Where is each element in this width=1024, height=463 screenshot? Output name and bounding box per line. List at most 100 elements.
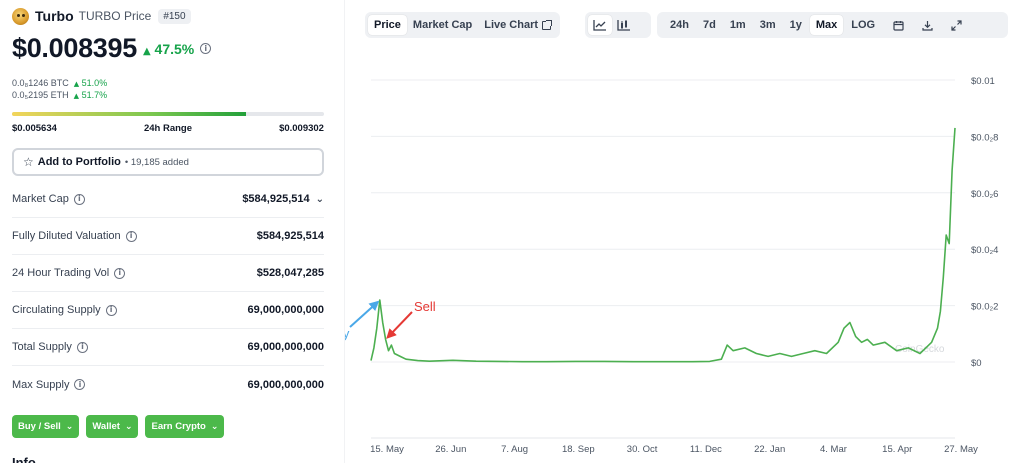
stat-label-text: Max Supply — [12, 378, 70, 391]
x-tick-label: 7. Aug — [501, 444, 528, 455]
price-line — [370, 127, 956, 363]
stats-table: Market Cap i $584,925,514 ⌄ Fully Diluted … — [12, 181, 324, 403]
stat-value: $528,047,285 — [256, 267, 324, 279]
stat-label: Fully Diluted Valuation i — [12, 230, 137, 242]
y-tick-label: $0.01 — [971, 76, 995, 87]
time-range-toolbar: 24h 7d 1m 3m 1y Max LOG — [657, 12, 1008, 38]
stat-value: $584,925,514 — [256, 230, 324, 242]
range-24h[interactable]: 24h — [670, 19, 689, 31]
earn-crypto-label: Earn Crypto — [151, 421, 206, 432]
y-tick-label: $0.0₂4 — [971, 245, 998, 256]
stat-label: 24 Hour Trading Vol i — [12, 267, 126, 279]
range-7d[interactable]: 7d — [702, 19, 716, 31]
caret-up-icon: ▲ — [73, 92, 80, 100]
24h-range-bar — [12, 112, 324, 116]
stat-label-text: 24 Hour Trading Vol — [12, 267, 110, 279]
info-heading: Info — [12, 455, 36, 463]
earn-crypto-button[interactable]: Earn Crypto ⌄ — [145, 415, 225, 438]
stat-row-total-supply: Total Supply i 69,000,000,000 — [12, 329, 324, 366]
candlestick-chart-button[interactable] — [612, 15, 636, 35]
chevron-down-icon: ⌄ — [124, 421, 133, 432]
add-to-portfolio-button[interactable]: ☆ Add to Portfolio • 19,185 added — [12, 148, 324, 176]
stat-value: 69,000,000,000 — [247, 304, 324, 316]
wallet-label: Wallet — [92, 421, 120, 432]
stat-value: 69,000,000,000 — [247, 341, 324, 353]
stat-label-text: Market Cap — [12, 193, 69, 205]
stat-value-text: $584,925,514 — [242, 193, 310, 205]
price-chart[interactable]: $0.01 $0.0₂8 $0.0₂6 $0.0₂4 $0.0₂2 $0 15. May 26… — [327, 60, 1024, 463]
range-max[interactable]: Max — [809, 15, 844, 35]
y-tick-label: $0.0₂2 — [971, 302, 998, 313]
wallet-button[interactable]: Wallet ⌄ — [86, 415, 139, 438]
chevron-down-icon[interactable]: ⌄ — [315, 193, 324, 205]
btc-change-value: 51.0% — [81, 78, 108, 88]
log-scale-toggle[interactable]: LOG — [851, 19, 876, 31]
download-icon — [922, 20, 933, 31]
x-tick-label: 18. Sep — [562, 444, 595, 455]
action-buttons: Buy / Sell ⌄ Wallet ⌄ Earn Crypto ⌄ — [12, 415, 225, 438]
external-link-icon — [542, 19, 553, 30]
info-icon[interactable]: i — [105, 304, 117, 316]
line-chart-icon — [593, 20, 606, 31]
calendar-button[interactable] — [887, 15, 910, 35]
info-icon[interactable]: i — [76, 341, 88, 353]
tab-live-chart[interactable]: Live Chart — [478, 15, 557, 35]
download-button[interactable] — [916, 15, 939, 35]
eth-price-row: 0.0₅2195 ETH ▲ 51.7% — [12, 90, 107, 100]
btc-price-row: 0.0₈1246 BTC ▲ 51.0% — [12, 78, 107, 88]
coin-symbol-label: TURBO Price — [78, 9, 152, 23]
x-tick-label: 22. Jan — [754, 444, 785, 455]
x-tick-label: 30. Oct — [627, 444, 658, 455]
chart-type-tabs: Price Market Cap Live Chart — [365, 12, 561, 38]
tab-price[interactable]: Price — [368, 15, 407, 35]
stat-value[interactable]: $584,925,514 ⌄ — [242, 193, 324, 205]
price-chart-svg[interactable]: $0.01 $0.0₂8 $0.0₂6 $0.0₂4 $0.0₂2 $0 15. May 26… — [327, 60, 1024, 463]
line-chart-button[interactable] — [588, 15, 612, 35]
tab-market-cap[interactable]: Market Cap — [412, 19, 473, 31]
current-price: $0.008395 — [12, 33, 137, 63]
stat-label: Circulating Supply i — [12, 304, 117, 316]
price-change-badge: ▲ 47.5% — [143, 41, 194, 57]
eth-change-value: 51.7% — [81, 90, 108, 100]
turbo-logo-icon — [12, 7, 29, 25]
info-icon[interactable]: i — [114, 267, 126, 279]
buy-sell-button[interactable]: Buy / Sell ⌄ — [12, 415, 80, 438]
add-to-portfolio-label: Add to Portfolio — [37, 156, 121, 168]
price-row: $0.008395 ▲ 47.5% i — [12, 33, 212, 64]
x-tick-label: 4. Mar — [820, 444, 847, 455]
x-tick-label: 11. Dec — [690, 444, 722, 455]
fullscreen-button[interactable] — [945, 15, 968, 35]
range-high: $0.009302 — [279, 123, 324, 134]
chevron-down-icon: ⌄ — [210, 421, 219, 432]
stat-label: Max Supply i — [12, 378, 86, 391]
buy-annotation: Buy — [345, 326, 350, 341]
range-low: $0.005634 — [12, 123, 57, 134]
info-icon[interactable]: i — [200, 43, 212, 54]
stat-row-max-supply: Max Supply i 69,000,000,000 — [12, 366, 324, 403]
buy-arrow — [349, 300, 380, 328]
caret-up-icon: ▲ — [142, 45, 151, 57]
buy-sell-label: Buy / Sell — [18, 421, 61, 432]
caret-up-icon: ▲ — [73, 80, 80, 88]
rank-badge: #150 — [158, 8, 191, 24]
info-icon[interactable]: i — [74, 379, 86, 390]
chart-style-toggle — [585, 12, 651, 38]
live-chart-label: Live Chart — [484, 19, 539, 31]
range-label: 24h Range — [143, 123, 193, 134]
btc-change: ▲ 51.0% — [74, 78, 107, 88]
range-3m[interactable]: 3m — [759, 19, 776, 31]
eth-change: ▲ 51.7% — [74, 90, 107, 100]
eth-price: 0.0₅2195 ETH — [12, 90, 69, 100]
stat-label-text: Fully Diluted Valuation — [12, 230, 121, 242]
panel-divider — [344, 0, 345, 463]
info-icon[interactable]: i — [73, 193, 85, 205]
info-icon[interactable]: i — [125, 230, 137, 242]
range-1m[interactable]: 1m — [729, 19, 746, 31]
stat-label-text: Circulating Supply — [12, 304, 101, 316]
range-1y[interactable]: 1y — [789, 19, 802, 31]
24h-range-labels: $0.005634 24h Range $0.009302 — [12, 123, 324, 134]
stat-label-text: Total Supply — [12, 341, 72, 353]
chevron-down-icon: ⌄ — [65, 421, 74, 432]
y-tick-label: $0.0₂6 — [971, 189, 998, 200]
price-change-value: 47.5% — [154, 40, 195, 57]
